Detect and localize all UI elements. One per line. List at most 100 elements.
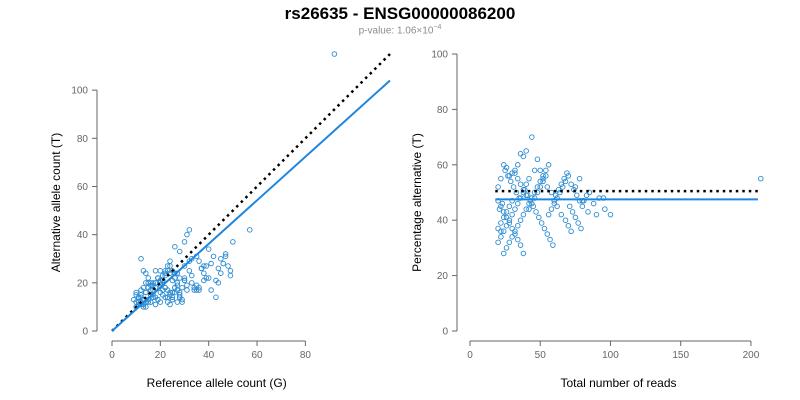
y-tick-label: 60 xyxy=(77,182,89,193)
data-point xyxy=(526,175,532,182)
data-point xyxy=(552,192,559,199)
data-point xyxy=(203,263,210,269)
data-point xyxy=(530,203,536,210)
data-point xyxy=(529,200,535,207)
data-point xyxy=(593,211,600,218)
data-point xyxy=(506,217,513,223)
data-point xyxy=(566,203,573,210)
data-point xyxy=(147,299,154,305)
data-point xyxy=(520,211,527,218)
data-point xyxy=(512,231,518,237)
data-point xyxy=(607,211,614,218)
data-point xyxy=(331,51,338,57)
data-point xyxy=(565,173,572,179)
data-point xyxy=(133,292,139,298)
data-point xyxy=(138,255,144,262)
y-axis-title: Percentage alternative (T) xyxy=(410,133,424,272)
data-point xyxy=(758,175,764,182)
data-point xyxy=(186,227,193,233)
data-point xyxy=(512,228,518,235)
data-point xyxy=(517,150,524,157)
data-point xyxy=(179,284,185,291)
data-point xyxy=(534,156,541,163)
data-point xyxy=(520,250,527,257)
data-point xyxy=(247,227,253,233)
data-point xyxy=(176,248,183,255)
data-point xyxy=(506,220,513,226)
data-point xyxy=(152,301,159,308)
data-point xyxy=(544,231,551,237)
data-point xyxy=(515,200,521,207)
data-point xyxy=(157,268,164,274)
data-point xyxy=(133,289,139,296)
data-point xyxy=(498,203,504,210)
y-tick-label: 60 xyxy=(437,160,449,171)
data-point xyxy=(191,287,197,293)
data-point xyxy=(565,222,572,229)
data-point xyxy=(215,280,222,286)
data-point xyxy=(184,231,190,238)
data-point xyxy=(562,217,569,223)
y-tick-label: 0 xyxy=(442,327,448,338)
data-point xyxy=(498,228,504,235)
data-point xyxy=(176,292,183,298)
data-point xyxy=(536,214,542,221)
data-point xyxy=(590,200,597,207)
x-tick-label: 60 xyxy=(251,350,263,361)
data-point xyxy=(559,184,566,190)
data-point xyxy=(515,236,521,243)
x-tick-label: 0 xyxy=(109,350,115,361)
data-point xyxy=(529,134,535,140)
data-point xyxy=(174,299,181,305)
data-point xyxy=(548,206,555,212)
data-point xyxy=(498,220,504,226)
data-point xyxy=(184,282,190,288)
data-point xyxy=(550,242,556,248)
data-point xyxy=(503,214,510,221)
data-point xyxy=(517,242,524,248)
data-point xyxy=(534,189,541,196)
data-point xyxy=(193,282,200,288)
x-tick-label: 100 xyxy=(602,350,619,361)
p-value-exponent: −4 xyxy=(433,24,442,31)
x-axis-title: Reference allele count (G) xyxy=(147,376,287,390)
data-point xyxy=(507,178,514,185)
data-point xyxy=(222,253,229,260)
data-point xyxy=(169,296,176,303)
data-point xyxy=(558,211,565,218)
data-point xyxy=(509,211,515,218)
data-point xyxy=(495,225,501,232)
data-point xyxy=(531,167,538,174)
data-point xyxy=(181,277,188,284)
data-point xyxy=(160,272,166,279)
data-point xyxy=(218,255,224,262)
data-point xyxy=(568,181,574,187)
p-value-label: p-value: 1.06×10 xyxy=(358,25,434,37)
data-point xyxy=(184,287,190,293)
data-point xyxy=(131,296,137,303)
data-point xyxy=(215,265,222,272)
fit-line xyxy=(111,79,391,332)
y-tick-label: 40 xyxy=(77,230,89,241)
data-point xyxy=(208,287,214,293)
data-point xyxy=(545,162,552,168)
data-point xyxy=(503,245,510,251)
data-point xyxy=(515,162,521,168)
data-point xyxy=(506,239,513,246)
data-point xyxy=(526,200,532,207)
data-point xyxy=(162,294,168,301)
data-point xyxy=(152,280,159,286)
data-point xyxy=(585,209,591,215)
data-point xyxy=(510,184,517,190)
data-point xyxy=(562,178,569,185)
data-point xyxy=(162,268,168,274)
data-point xyxy=(537,167,543,174)
data-point xyxy=(509,170,515,176)
data-point xyxy=(578,225,584,232)
data-point xyxy=(145,275,152,281)
data-point xyxy=(218,270,224,276)
data-point xyxy=(498,234,504,240)
data-point xyxy=(520,153,527,160)
data-point xyxy=(543,173,549,179)
